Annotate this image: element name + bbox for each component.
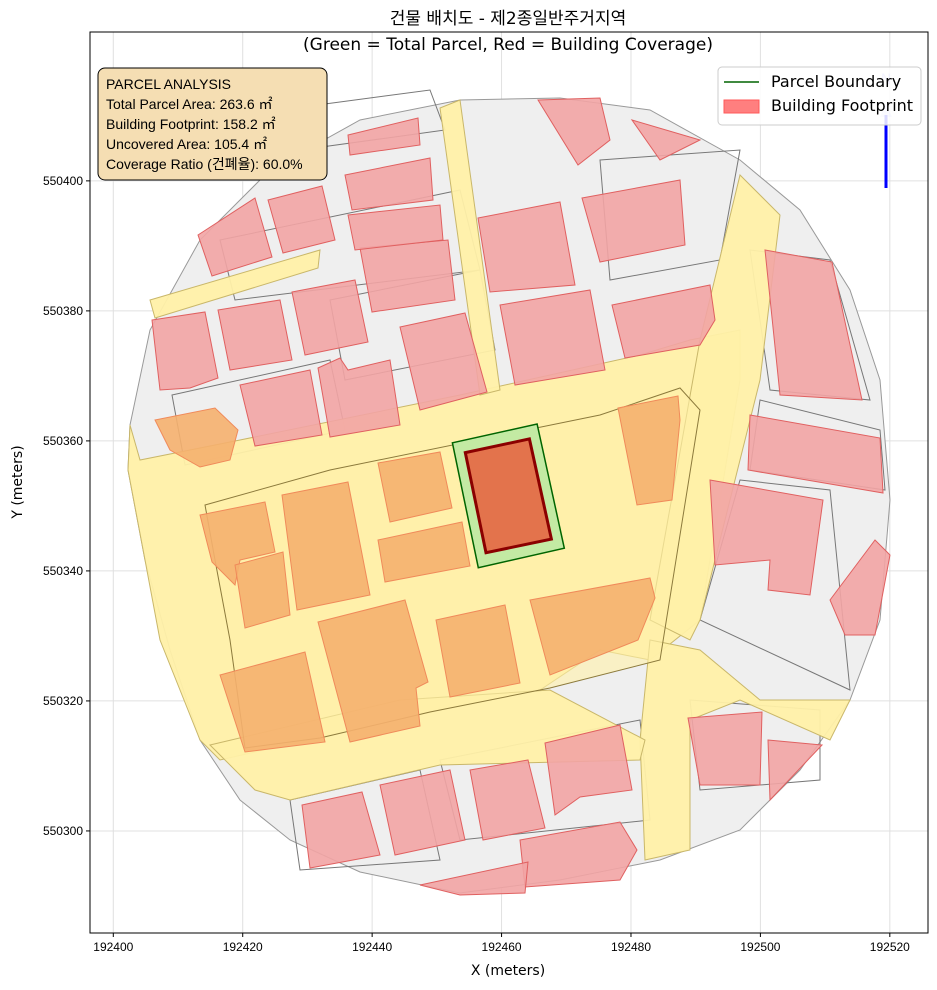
info-uncovered-area: Uncovered Area: 105.4 ㎡ (106, 136, 267, 152)
same-block-building (154, 407, 239, 468)
legend: Parcel Boundary Building Footprint (717, 66, 922, 126)
chart-subtitle: (Green = Total Parcel, Red = Building Co… (303, 35, 713, 55)
info-heading: PARCEL ANALYSIS (106, 76, 231, 92)
x-tick-label: 192400 (93, 940, 133, 954)
neighbor-building (379, 769, 466, 856)
neighbor-building (344, 157, 434, 211)
lot-boundary (699, 479, 851, 691)
neighbor-building (611, 284, 716, 359)
neighbor-building (317, 357, 401, 438)
x-tick-label: 192420 (223, 940, 263, 954)
neighbor-building (581, 179, 686, 263)
road-southeast (639, 639, 851, 861)
neighbor-building (764, 249, 863, 401)
same-block-building (199, 501, 276, 587)
road-northwest (149, 249, 321, 319)
legend-building-patch-icon (723, 99, 760, 114)
info-total-area: Total Parcel Area: 263.6 ㎡ (106, 96, 273, 112)
neighbor-building (399, 312, 488, 411)
neighbor-building (217, 299, 293, 371)
neighbor-building (419, 861, 529, 896)
x-tick-label: 192480 (611, 940, 651, 954)
legend-building-footprint: Building Footprint (771, 96, 913, 115)
legend-parcel-boundary: Parcel Boundary (771, 72, 901, 91)
neighbor-building (767, 739, 824, 802)
info-coverage-ratio: Coverage Ratio (건폐율): 60.0% (106, 156, 303, 172)
neighbor-building (747, 414, 884, 494)
neighbor-building (197, 197, 273, 277)
y-tick-label: 550320 (43, 694, 83, 708)
y-tick-label: 550340 (43, 564, 83, 578)
neighbor-building (239, 369, 323, 447)
neighbor-building (687, 711, 763, 786)
neighbor-building (499, 289, 606, 386)
neighbor-building (347, 204, 444, 251)
neighbor-building (477, 201, 576, 293)
same-block-building (617, 395, 681, 506)
same-block-building (234, 551, 291, 629)
same-block-building (377, 451, 453, 523)
x-tick-label: 192520 (870, 940, 910, 954)
y-tick-label: 550400 (43, 174, 83, 188)
x-tick-label: 192440 (352, 940, 392, 954)
info-building-footprint: Building Footprint: 158.2 ㎡ (106, 116, 276, 132)
same-block-building (281, 481, 371, 611)
x-tick-label: 192460 (482, 940, 522, 954)
neighbor-building (267, 185, 336, 254)
same-block-building (219, 651, 326, 753)
neighbor-building (291, 279, 369, 356)
neighbor-building (347, 117, 421, 156)
neighbor-building (151, 311, 219, 391)
neighbor-building (301, 791, 381, 869)
same-block-building (317, 599, 429, 743)
neighbor-building (630, 119, 702, 161)
neighbor-building (709, 479, 824, 596)
same-block-building (435, 604, 521, 698)
y-tick-label: 550300 (43, 824, 83, 838)
road-east (649, 174, 781, 641)
y-axis-label: Y (meters) (10, 445, 26, 519)
target-building-footprint (463, 437, 554, 555)
info-box: PARCEL ANALYSIS Total Parcel Area: 263.6… (97, 67, 328, 181)
neighbor-building (544, 724, 633, 816)
neighbor-building (469, 759, 546, 841)
y-tick-label: 550360 (43, 434, 83, 448)
road-vertical-north (439, 99, 501, 396)
plot-frame (89, 31, 929, 934)
neighbor-building (537, 97, 611, 166)
same-block-building (529, 577, 656, 676)
same-block-building (377, 521, 471, 583)
x-axis-label: X (meters) (471, 963, 545, 979)
neighbor-building (829, 539, 891, 636)
x-tick-label: 192500 (740, 940, 780, 954)
y-tick-label: 550380 (43, 304, 83, 318)
chart-title: 건물 배치도 - 제2종일반주거지역 (390, 9, 626, 29)
axis-ticks: 192400 192420 192440 192460 192480 192500 1925… (43, 174, 910, 954)
neighbor-building (359, 239, 456, 313)
